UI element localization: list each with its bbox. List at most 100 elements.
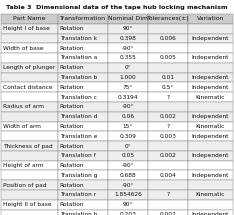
Text: 0°: 0° (124, 144, 131, 149)
Text: Rotation: Rotation (60, 104, 84, 109)
Bar (108, 141, 148, 151)
Bar (58, 112, 108, 121)
Bar (108, 210, 148, 215)
Text: 0.002: 0.002 (160, 114, 176, 119)
Bar (1, 82, 58, 92)
Bar (1, 141, 58, 151)
Bar (148, 190, 188, 200)
Bar (108, 112, 148, 121)
Bar (188, 180, 233, 190)
Text: Rotation: Rotation (60, 26, 84, 31)
Text: Translation b: Translation b (60, 75, 97, 80)
Text: 0.688: 0.688 (120, 173, 136, 178)
Bar (148, 121, 188, 131)
Text: Table 3  Dimensional data of the tape hub locking mechanism: Table 3 Dimensional data of the tape hub… (6, 5, 228, 10)
Bar (188, 53, 233, 63)
Bar (58, 200, 108, 210)
Bar (58, 24, 108, 34)
Text: Translation e: Translation e (60, 134, 97, 139)
Bar (148, 82, 188, 92)
Bar (1, 53, 58, 63)
Text: Contact distance: Contact distance (3, 85, 52, 90)
Bar (188, 14, 233, 24)
Bar (148, 141, 188, 151)
Text: Rotation: Rotation (60, 163, 84, 168)
Bar (148, 180, 188, 190)
Bar (58, 102, 108, 112)
Bar (58, 161, 108, 170)
Bar (148, 170, 188, 180)
Text: Rotation: Rotation (60, 85, 84, 90)
Text: Independent: Independent (192, 114, 229, 119)
Bar (188, 141, 233, 151)
Bar (58, 73, 108, 82)
Bar (1, 151, 58, 161)
Bar (58, 14, 108, 24)
Bar (188, 43, 233, 53)
Text: 0.06: 0.06 (121, 114, 134, 119)
Text: Translation c: Translation c (60, 95, 96, 100)
Bar (58, 151, 108, 161)
Bar (188, 24, 233, 34)
Text: -90°: -90° (122, 183, 134, 188)
Text: Kinematic: Kinematic (196, 124, 225, 129)
Bar (1, 43, 58, 53)
Bar (108, 43, 148, 53)
Text: ?: ? (166, 95, 169, 100)
Text: Height II of base: Height II of base (3, 202, 51, 207)
Text: 90°: 90° (123, 202, 133, 207)
Text: Translation k: Translation k (60, 36, 97, 41)
Bar (1, 24, 58, 34)
Bar (1, 92, 58, 102)
Bar (188, 102, 233, 112)
Text: Thickness of pad: Thickness of pad (3, 144, 52, 149)
Text: 0°: 0° (124, 65, 131, 70)
Bar (1, 34, 58, 43)
Bar (148, 200, 188, 210)
Text: Independent: Independent (192, 173, 229, 178)
Bar (108, 34, 148, 43)
Bar (108, 24, 148, 34)
Bar (1, 200, 58, 210)
Bar (58, 92, 108, 102)
Text: Translation a: Translation a (60, 55, 97, 60)
Text: -90°: -90° (122, 104, 134, 109)
Bar (58, 141, 108, 151)
Text: 0.003: 0.003 (160, 134, 176, 139)
Bar (1, 63, 58, 73)
Text: Height of arm: Height of arm (3, 163, 43, 168)
Bar (108, 161, 148, 170)
Text: 0.004: 0.004 (160, 173, 176, 178)
Bar (1, 102, 58, 112)
Bar (108, 131, 148, 141)
Bar (1, 73, 58, 82)
Text: Width of base: Width of base (3, 46, 43, 51)
Bar (188, 161, 233, 170)
Bar (1, 210, 58, 215)
Text: Height I of base: Height I of base (3, 26, 49, 31)
Bar (188, 112, 233, 121)
Bar (108, 73, 148, 82)
Bar (58, 170, 108, 180)
Bar (188, 131, 233, 141)
Bar (148, 63, 188, 73)
Bar (148, 43, 188, 53)
Bar (188, 200, 233, 210)
Bar (58, 53, 108, 63)
Bar (188, 34, 233, 43)
Bar (148, 102, 188, 112)
Bar (1, 14, 58, 24)
Bar (148, 53, 188, 63)
Bar (188, 63, 233, 73)
Bar (148, 131, 188, 141)
Text: Independent: Independent (192, 36, 229, 41)
Text: 0.01: 0.01 (161, 75, 174, 80)
Text: Translation g: Translation g (60, 173, 97, 178)
Bar (188, 170, 233, 180)
Bar (58, 63, 108, 73)
Text: 0.05: 0.05 (121, 153, 135, 158)
Bar (1, 180, 58, 190)
Bar (188, 82, 233, 92)
Text: 1.000: 1.000 (120, 75, 136, 80)
Bar (1, 161, 58, 170)
